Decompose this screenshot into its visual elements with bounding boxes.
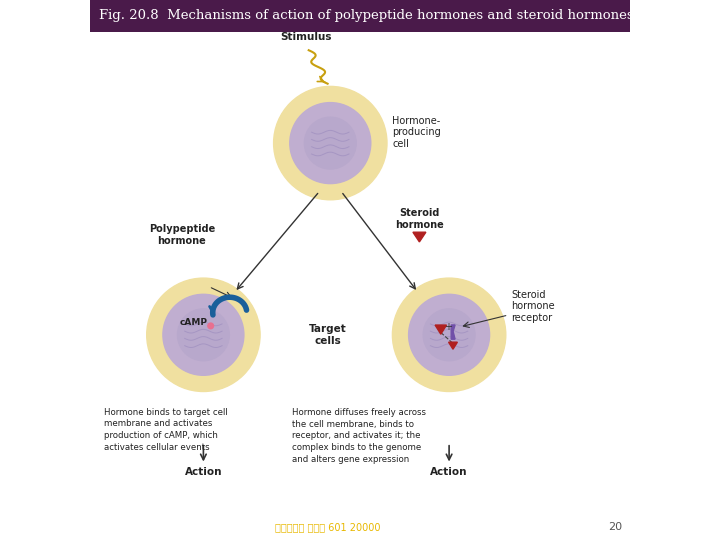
Text: Fig. 20.8  Mechanisms of action of polypeptide hormones and steroid hormones: Fig. 20.8 Mechanisms of action of polype… bbox=[99, 10, 634, 23]
Polygon shape bbox=[413, 232, 426, 242]
Circle shape bbox=[423, 309, 475, 361]
Text: Action: Action bbox=[431, 467, 468, 477]
Polygon shape bbox=[449, 342, 457, 349]
Polygon shape bbox=[435, 325, 446, 334]
Text: Hormone binds to target cell
membrane and activates
production of cAMP, which
ac: Hormone binds to target cell membrane an… bbox=[104, 408, 228, 452]
Circle shape bbox=[177, 309, 229, 361]
Circle shape bbox=[392, 278, 505, 392]
Circle shape bbox=[305, 117, 356, 169]
Text: Steroid
hormone
receptor: Steroid hormone receptor bbox=[511, 290, 555, 323]
Text: 20: 20 bbox=[608, 522, 622, 532]
Circle shape bbox=[147, 278, 260, 392]
Text: cAMP: cAMP bbox=[179, 318, 207, 327]
Text: Polypeptide
hormone: Polypeptide hormone bbox=[148, 224, 215, 246]
Circle shape bbox=[208, 323, 214, 329]
Circle shape bbox=[274, 86, 387, 200]
Text: Steroid
hormone: Steroid hormone bbox=[395, 208, 444, 230]
Circle shape bbox=[289, 103, 371, 184]
FancyBboxPatch shape bbox=[90, 0, 630, 32]
Text: Hormone-
producing
cell: Hormone- producing cell bbox=[392, 116, 441, 149]
Circle shape bbox=[409, 294, 490, 375]
Circle shape bbox=[163, 294, 244, 375]
Text: Stimulus: Stimulus bbox=[280, 32, 332, 42]
Text: +: + bbox=[444, 322, 452, 332]
Text: Hormone diffuses freely across
the cell membrane, binds to
receptor, and activat: Hormone diffuses freely across the cell … bbox=[292, 408, 426, 464]
Text: Action: Action bbox=[184, 467, 222, 477]
Text: 台大農藝系 遣傳學 601 20000: 台大農藝系 遣傳學 601 20000 bbox=[275, 522, 380, 532]
Text: Target
cells: Target cells bbox=[309, 324, 346, 346]
Polygon shape bbox=[451, 325, 455, 339]
